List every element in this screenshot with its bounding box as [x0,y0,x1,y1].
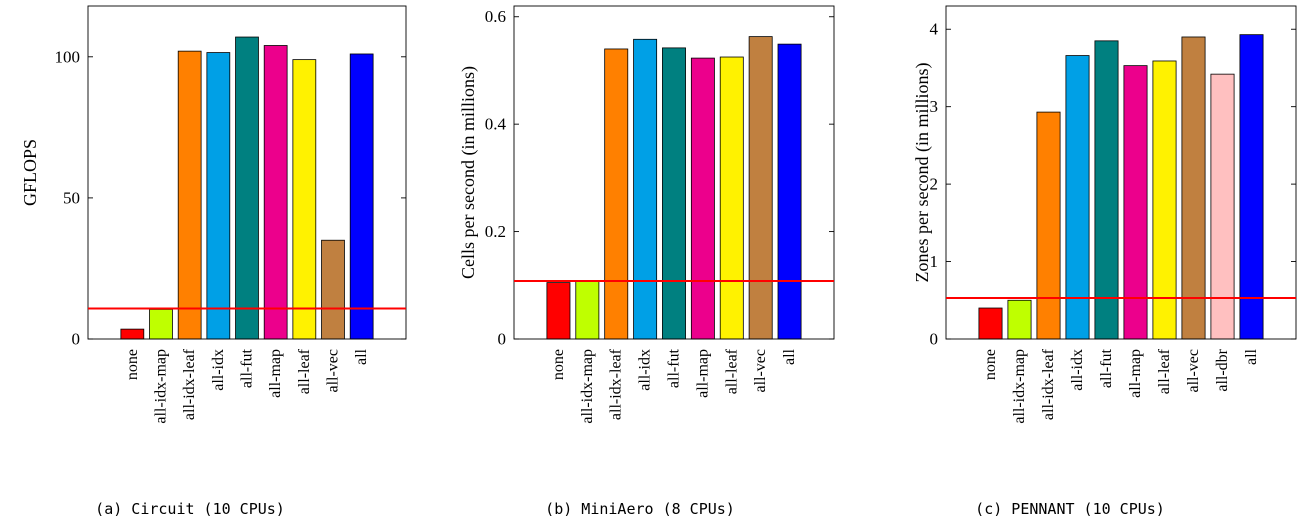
bar-all-vec [1181,36,1206,340]
bar-all-fut [235,36,259,340]
figure-caption: (b) MiniAero (8 CPUs) [545,500,735,518]
chart-panel-3: none all-idx-map all-idx-leaf all-idx all-fu… [912,5,1297,518]
plot-frame [513,5,835,340]
x-tick-label: all [1243,348,1260,365]
x-tick-label: all-vec [1185,349,1202,393]
bar-all-fut [662,47,686,340]
bar-all-map [690,57,715,340]
bar-none [546,282,571,340]
y-tick-label: 4 [930,20,939,39]
bar-all-idx-leaf [1036,111,1061,340]
bar-all-map [263,45,288,340]
y-tick-label: 0 [498,330,507,349]
x-tick-label: all-idx [1069,349,1086,391]
chart-panel-1: none all-idx-map all-idx-leaf all-idx all-fu… [20,5,407,518]
x-tick-label: all-idx-map [153,349,170,424]
plot-frame [945,5,1297,340]
bar-all [1239,34,1264,340]
y-axis-title: Zones per second (in millions) [912,63,933,283]
x-tick-label: all [781,348,798,365]
x-tick-label: all-idx [637,349,654,391]
bar-all-leaf [719,56,744,340]
y-tick-label: 0.6 [485,7,506,26]
bar-none [978,307,1003,340]
x-tick-label: all-map [1127,349,1144,398]
x-tick-label: none [550,349,567,380]
bar-all-idx-map [575,281,600,340]
bar-all-idx [633,38,658,340]
x-tick-label: all-idx-map [1011,349,1028,424]
y-axis-title: Cells per second (in millions) [458,66,479,279]
x-tick-label: all-leaf [1156,348,1173,394]
y-tick-label: 0 [930,330,939,349]
bar-all [349,53,374,340]
y-tick-label: 1 [930,252,939,271]
y-tick-label: 0 [72,330,81,349]
x-tick-label: all-leaf [296,348,313,394]
x-tick-label: all-idx-leaf [608,348,625,420]
x-tick-label: all-dbr [1214,348,1231,391]
x-tick-label: all-fut [666,348,683,388]
bar-all-fut [1094,40,1119,340]
y-tick-label: 0.2 [485,222,506,241]
x-tick-label: all-idx-leaf [1040,348,1057,420]
figure-caption: (c) PENNANT (10 CPUs) [975,500,1165,518]
x-tick-label: all-fut [1098,348,1115,388]
bar-all-vec [748,36,773,340]
y-tick-label: 50 [63,188,80,207]
y-tick-label: 0.4 [485,115,507,134]
x-tick-label: all-idx [210,349,227,391]
x-tick-label: all [353,348,370,365]
x-tick-label: all-fut [239,348,256,388]
bar-all-idx [206,52,231,340]
bar-all-idx-leaf [604,48,629,340]
y-tick-label: 100 [55,47,81,66]
chart-panel-2: none all-idx-map all-idx-leaf all-idx all-fu… [458,5,835,518]
y-tick-label: 3 [930,97,939,116]
y-tick-label: 2 [930,175,939,194]
x-tick-label: all-map [694,349,711,398]
bar-all-vec [321,239,345,340]
bar-all [777,43,802,340]
plot-frame [87,5,407,340]
x-tick-label: none [124,349,141,380]
figure-caption: (a) Circuit (10 CPUs) [95,500,285,518]
x-tick-label: all-leaf [723,348,740,394]
bar-all-idx-map [149,308,173,340]
bar-all-dbr [1210,73,1235,340]
bar-all-idx [1065,55,1090,340]
x-tick-label: all-map [267,349,284,398]
bar-all-idx-leaf [177,50,202,340]
x-tick-label: none [982,349,999,380]
x-tick-label: all-vec [325,349,342,393]
x-tick-label: all-idx-leaf [181,348,198,420]
x-tick-label: all-idx-map [579,349,596,424]
bar-all-idx-map [1007,299,1032,340]
x-tick-label: all-vec [752,349,769,393]
bar-all-leaf [292,59,317,340]
y-axis-title: GFLOPS [20,139,40,206]
bar-none [120,328,145,340]
